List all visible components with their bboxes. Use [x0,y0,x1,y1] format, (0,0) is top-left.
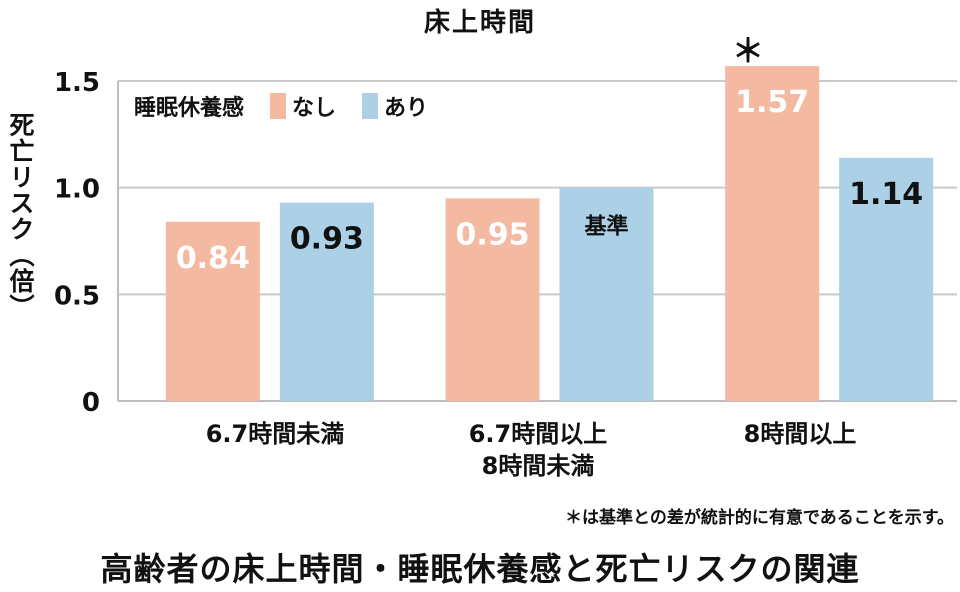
legend-item-nashi: なし [270,90,336,122]
data-label: 0.95 [455,217,529,252]
legend-swatch-nashi [270,93,287,119]
significance-marker: ＊ [732,32,765,70]
bar [725,66,820,402]
x-category-label: 8時間以上 [675,418,925,450]
bar [279,202,374,401]
data-label: 0.93 [290,222,364,257]
y-tick-label: 0.5 [54,281,100,311]
data-label: 基準 [584,214,628,240]
y-tick-label: 1.0 [54,175,100,205]
legend: 睡眠休養感 なし あり [134,90,428,122]
data-label: 1.14 [849,177,923,212]
bar [559,187,654,401]
x-category-line1: 8時間以上 [743,420,857,448]
legend-item-ari: あり [362,90,428,122]
x-category-line1: 6.7時間未満 [205,420,345,448]
chart-title: 床上時間 [423,8,536,38]
x-category-label: 6.7時間未満 [150,418,400,450]
y-tick-label: 1.5 [54,68,100,98]
bar [445,198,540,401]
legend-label-nashi: なし [292,96,337,121]
figure-caption: 高齢者の床上時間・睡眠休養感と死亡リスクの関連 [100,550,860,588]
y-tick-label: 0 [82,388,100,418]
legend-swatch-ari [362,93,379,119]
x-category-line2: 8時間未満 [481,452,595,480]
x-category-label: 6.7時間以上 8時間未満 [413,418,663,482]
data-label: 1.57 [735,85,809,120]
bar [839,157,934,401]
legend-label-ari: あり [384,96,429,121]
footnote: ＊は基準との差が統計的に有意であることを示す。 [565,508,954,528]
y-axis-label: 死亡リスク（倍） [6,112,35,320]
x-category-line1: 6.7時間以上 [468,420,608,448]
legend-title: 睡眠休養感 [134,96,245,121]
data-label: 0.84 [176,241,250,276]
bar [165,221,260,401]
